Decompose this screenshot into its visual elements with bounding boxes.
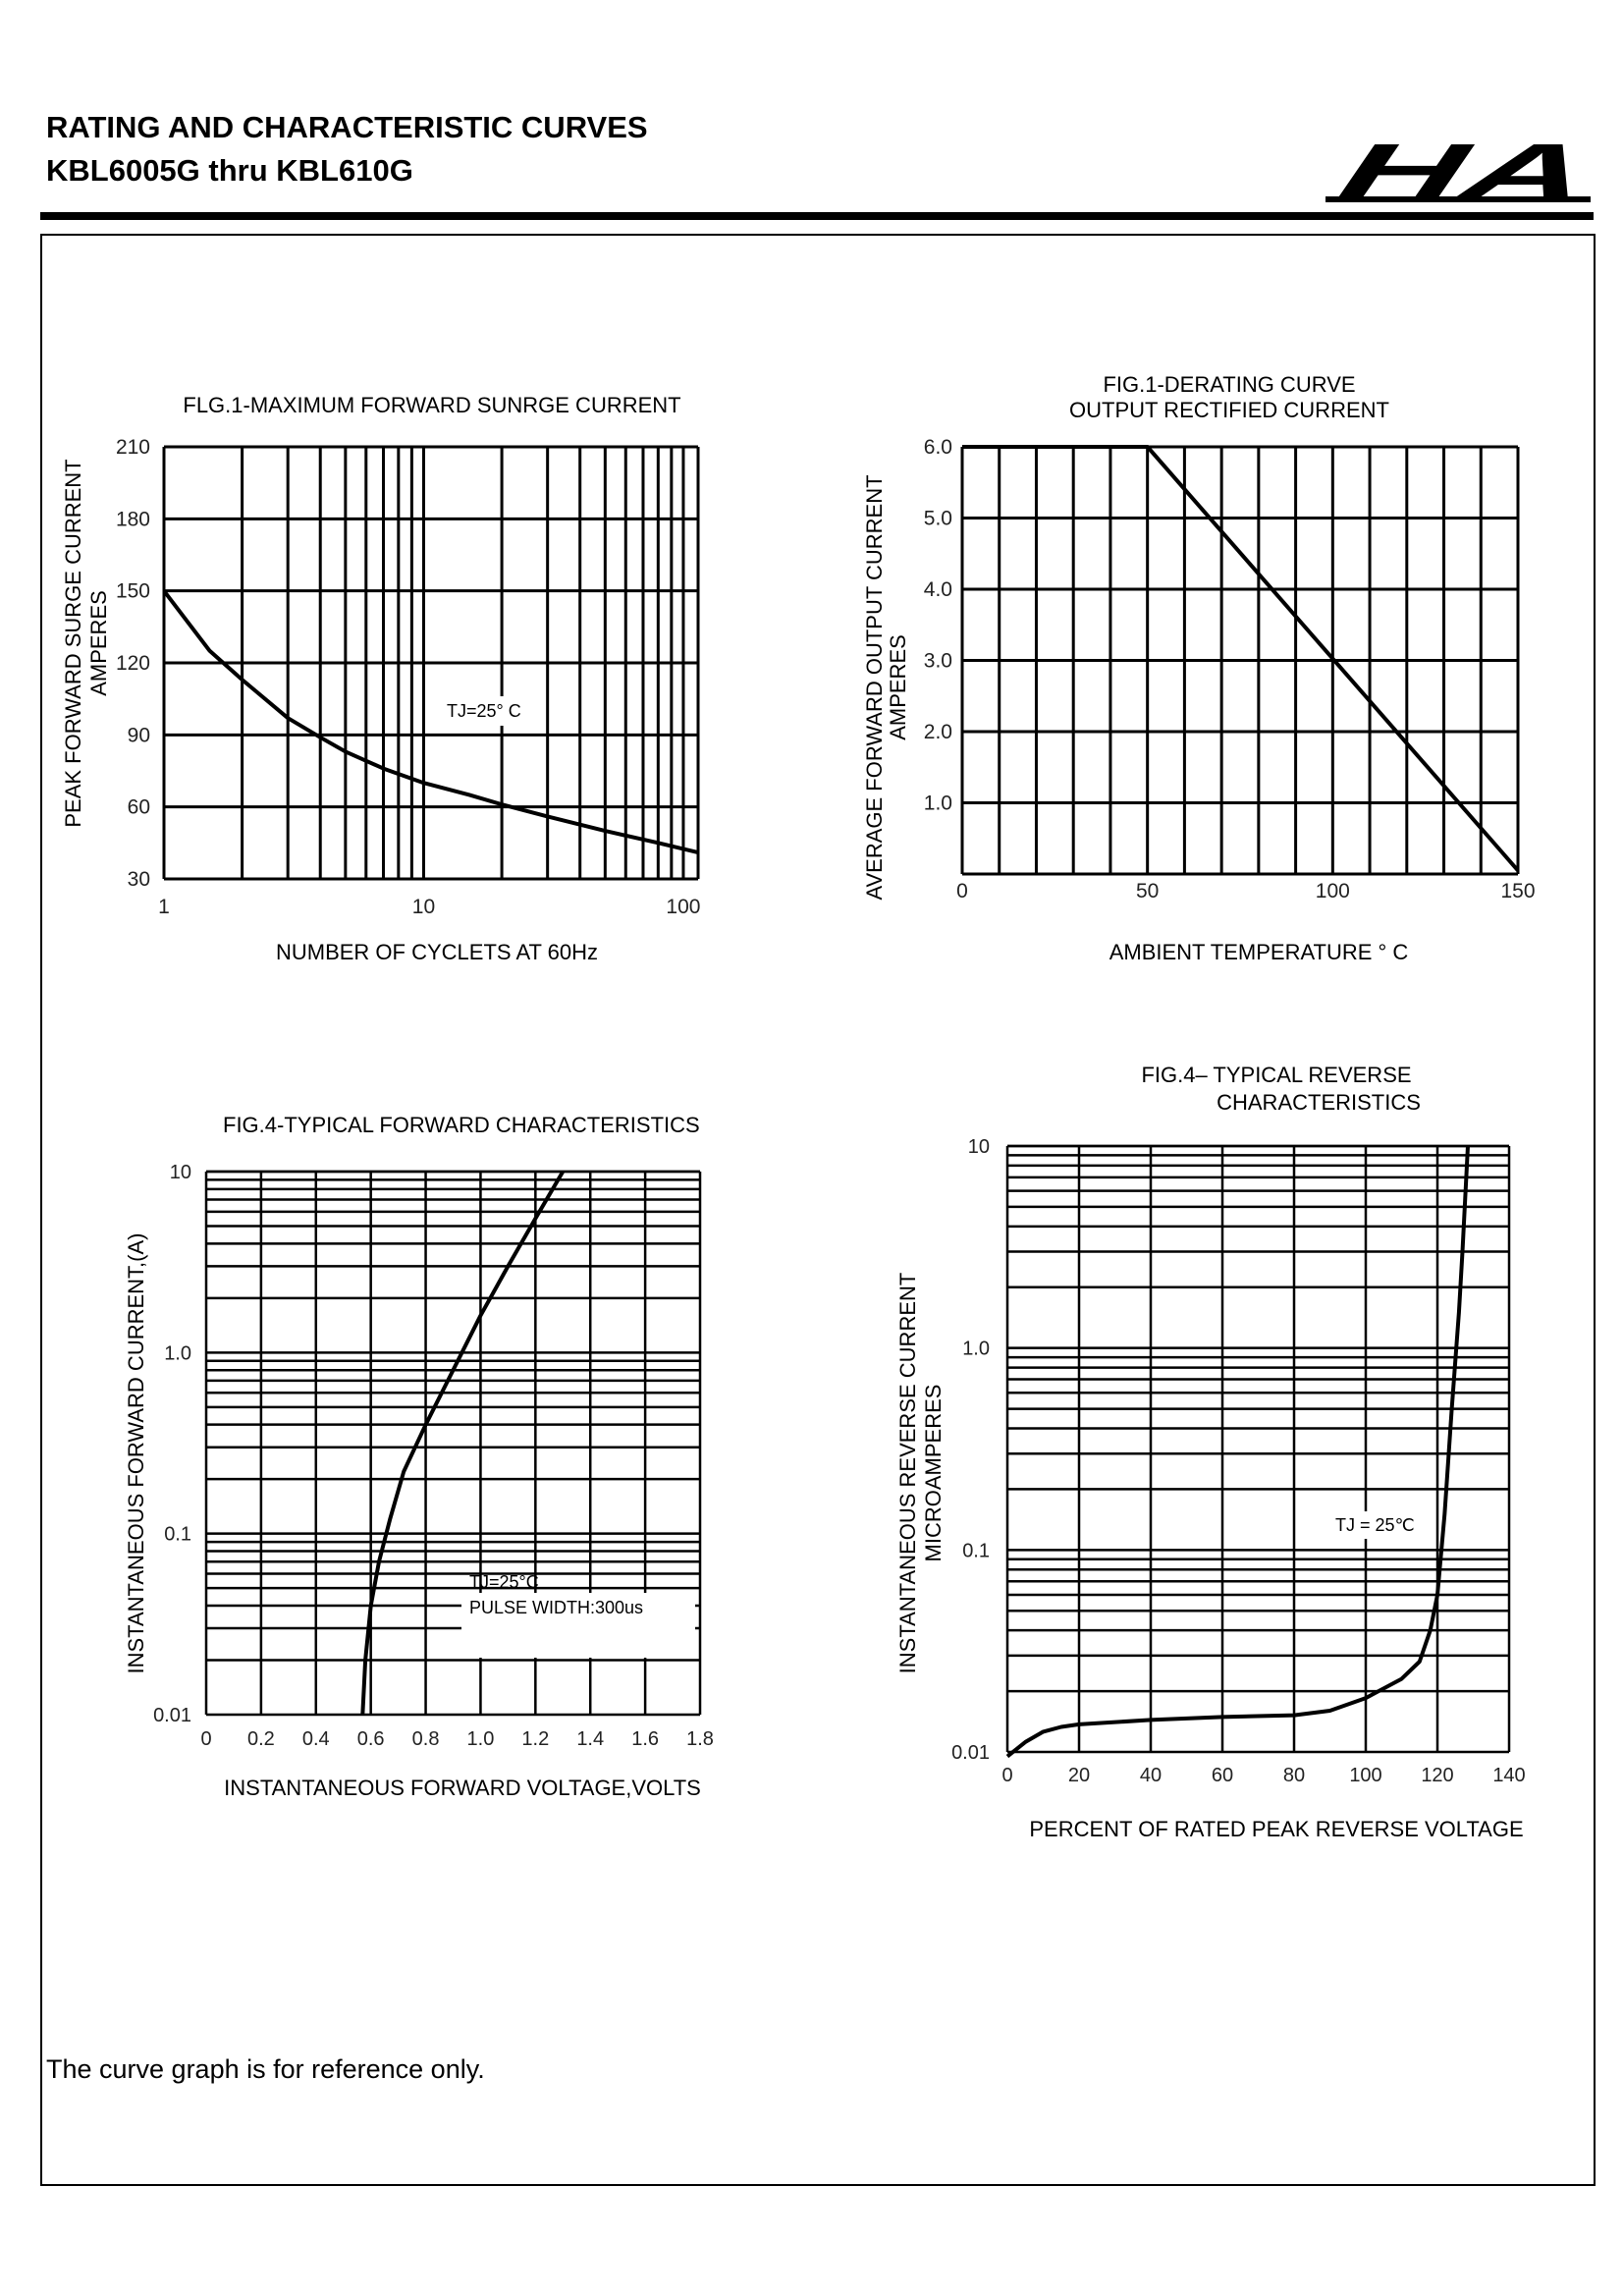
x-tick-label: 100	[666, 896, 700, 918]
series-line	[962, 445, 1520, 872]
y-tick-label: 30	[128, 868, 150, 891]
x-tick-label: 1.0	[467, 1728, 495, 1750]
legend-box	[461, 1593, 695, 1658]
x-tick-label: 0.8	[412, 1728, 440, 1750]
y-tick-label: 1.0	[924, 793, 952, 815]
x-tick-label: 0.6	[357, 1728, 385, 1750]
chart-annotation: PULSE WIDTH:300us	[469, 1598, 643, 1617]
x-tick-label: 1	[158, 896, 170, 918]
x-tick-label: 10	[412, 896, 435, 918]
chart3-xlabel: INSTANTANEOUS FORWARD VOLTAGE,VOLTS	[224, 1776, 701, 1800]
reference-note: The curve graph is for reference only.	[46, 2054, 485, 2084]
chart-3: 0 0.2 0.4 0.6 0.8 1.0 1.2 1.4 1.6 1.8 0.01 0.1 1.0 10…	[153, 1162, 714, 1750]
y-tick-label: 1.0	[962, 1339, 990, 1360]
chart1-xlabel: NUMBER OF CYCLETS AT 60Hz	[275, 940, 599, 964]
chart4-xlabel: PERCENT OF RATED PEAK REVERSE VOLTAGE	[1029, 1817, 1524, 1841]
chart4-title-line1: FIG.4– TYPICAL REVERSE	[1141, 1063, 1412, 1087]
y-tick-label: 5.0	[924, 508, 952, 530]
part-number-range: KBL6005G thru KBL610G	[46, 153, 413, 188]
y-tick-label: 210	[116, 436, 150, 459]
x-tick-label: 0	[956, 880, 968, 902]
x-tick-label: 0.4	[302, 1728, 330, 1750]
chart3-title: FIG.4-TYPICAL FORWARD CHARACTERISTICS	[223, 1113, 700, 1137]
chart2-title-line1: FIG.1-DERATING CURVE	[1103, 372, 1356, 397]
y-tick-label: 0.1	[962, 1540, 990, 1561]
x-tick-label: 100	[1349, 1765, 1381, 1786]
content-frame	[40, 234, 1596, 2186]
x-tick-label: 1.2	[521, 1728, 549, 1750]
y-tick-label: 1.0	[164, 1342, 191, 1364]
chart-2: 0 50 100 150 1.0 2.0 3.0 4.0 5.0 6.0	[924, 436, 1536, 902]
x-tick-label: 1.8	[686, 1728, 714, 1750]
chart4-title-line2: CHARACTERISTICS	[1217, 1090, 1421, 1115]
x-tick-label: 80	[1283, 1765, 1305, 1786]
x-tick-label: 50	[1136, 880, 1159, 902]
chart1-title: FLG.1-MAXIMUM FORWARD SUNRGE CURRENT	[183, 393, 681, 417]
x-tick-label: 1.6	[631, 1728, 659, 1750]
svg-text:HA: HA	[1330, 137, 1591, 206]
series-line	[1005, 1145, 1470, 1759]
annotation-background	[1331, 1511, 1420, 1539]
annotation-background	[443, 696, 536, 726]
header-rule	[40, 212, 1594, 220]
x-tick-label: 120	[1421, 1765, 1453, 1786]
y-tick-label: 180	[116, 508, 150, 530]
x-tick-label: 100	[1316, 880, 1350, 902]
series-line	[162, 589, 699, 855]
x-tick-label: 60	[1212, 1765, 1233, 1786]
y-tick-label: 0.01	[153, 1705, 191, 1726]
y-tick-label: 120	[116, 652, 150, 675]
y-tick-label: 0.01	[951, 1742, 990, 1764]
chart-1: 1 10 100 30 60 90 120 150 180 210 TJ=25° C	[116, 436, 701, 918]
x-tick-label: 1.4	[576, 1728, 604, 1750]
x-tick-label: 40	[1140, 1765, 1162, 1786]
y-tick-label: 4.0	[924, 578, 952, 601]
y-tick-label: 60	[128, 796, 150, 819]
y-tick-label: 10	[968, 1136, 990, 1158]
chart-annotation: TJ = 25℃	[1335, 1515, 1415, 1535]
y-tick-label: 0.1	[164, 1524, 191, 1546]
chart-4: 0 20 40 60 80 100 120 140 0.01 0.1 1.0 10 TJ = 25℃	[951, 1136, 1526, 1786]
company-logo: HA	[1325, 137, 1591, 206]
x-tick-label: 0	[1001, 1765, 1012, 1786]
y-tick-label: 150	[116, 580, 150, 603]
chart2-title-line2: OUTPUT RECTIFIED CURRENT	[1069, 398, 1389, 422]
y-tick-label: 90	[128, 724, 150, 746]
y-tick-label: 6.0	[924, 436, 952, 459]
x-tick-label: 0	[200, 1728, 211, 1750]
chart2-xlabel: AMBIENT TEMPERATURE ° C	[1109, 940, 1409, 964]
y-tick-label: 10	[170, 1162, 191, 1183]
chart-annotation: TJ=25° C	[447, 701, 521, 721]
x-tick-label: 150	[1500, 880, 1535, 902]
x-tick-label: 140	[1492, 1765, 1525, 1786]
series-line	[360, 1170, 566, 1716]
page-title: RATING AND CHARACTERISTIC CURVES	[46, 110, 648, 144]
chart-annotation: TJ=25°C	[469, 1572, 539, 1592]
x-tick-label: 0.2	[247, 1728, 275, 1750]
y-tick-label: 2.0	[924, 721, 952, 743]
x-tick-label: 20	[1068, 1765, 1090, 1786]
y-tick-label: 3.0	[924, 650, 952, 673]
